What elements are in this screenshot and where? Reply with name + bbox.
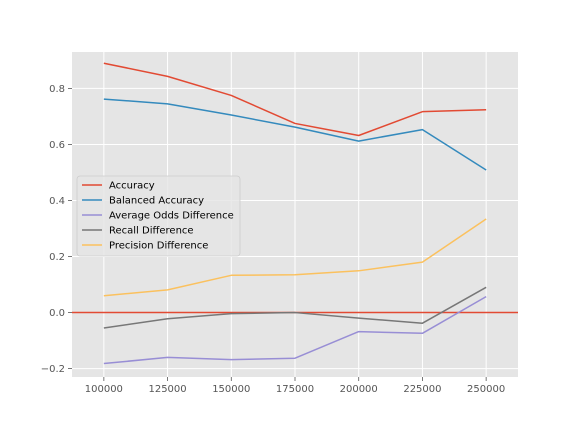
legend-label: Average Odds Difference xyxy=(109,211,234,222)
legend-label: Precision Difference xyxy=(109,241,208,252)
x-tick-label: 225000 xyxy=(403,384,441,395)
x-tick-label: 250000 xyxy=(467,384,505,395)
y-tick-label: 0.8 xyxy=(49,84,65,95)
x-tick-label: 125000 xyxy=(148,384,186,395)
y-tick-label: 0.2 xyxy=(49,252,65,263)
y-tick-label: −0.2 xyxy=(41,364,65,375)
x-tick-label: 150000 xyxy=(212,384,250,395)
legend-label: Accuracy xyxy=(109,181,155,192)
legend-label: Balanced Accuracy xyxy=(109,196,204,207)
legend-box xyxy=(76,175,241,257)
series-line-precision-difference xyxy=(103,218,487,297)
x-tick-label: 175000 xyxy=(276,384,314,395)
series-line-average-odds-difference xyxy=(103,295,487,365)
series-lines xyxy=(103,62,487,365)
series-line-recall-difference xyxy=(103,286,487,329)
legend-label: Recall Difference xyxy=(109,226,194,237)
y-axis-ticks: −0.2 0.0 0.2 0.4 0.6 0.8 xyxy=(41,84,72,375)
x-tick-label: 200000 xyxy=(340,384,378,395)
legend: Accuracy Balanced Accuracy Average Odds Di… xyxy=(76,175,241,257)
series-line-balanced-accuracy xyxy=(103,98,487,171)
x-axis-ticks: 100000 125000 150000 175000 200000 225000 2500… xyxy=(85,377,505,395)
x-tick-label: 100000 xyxy=(85,384,123,395)
series-line-accuracy xyxy=(103,62,487,137)
y-tick-label: 0.4 xyxy=(49,196,65,207)
y-tick-label: 0.6 xyxy=(49,140,65,151)
y-tick-label: 0.0 xyxy=(49,308,65,319)
